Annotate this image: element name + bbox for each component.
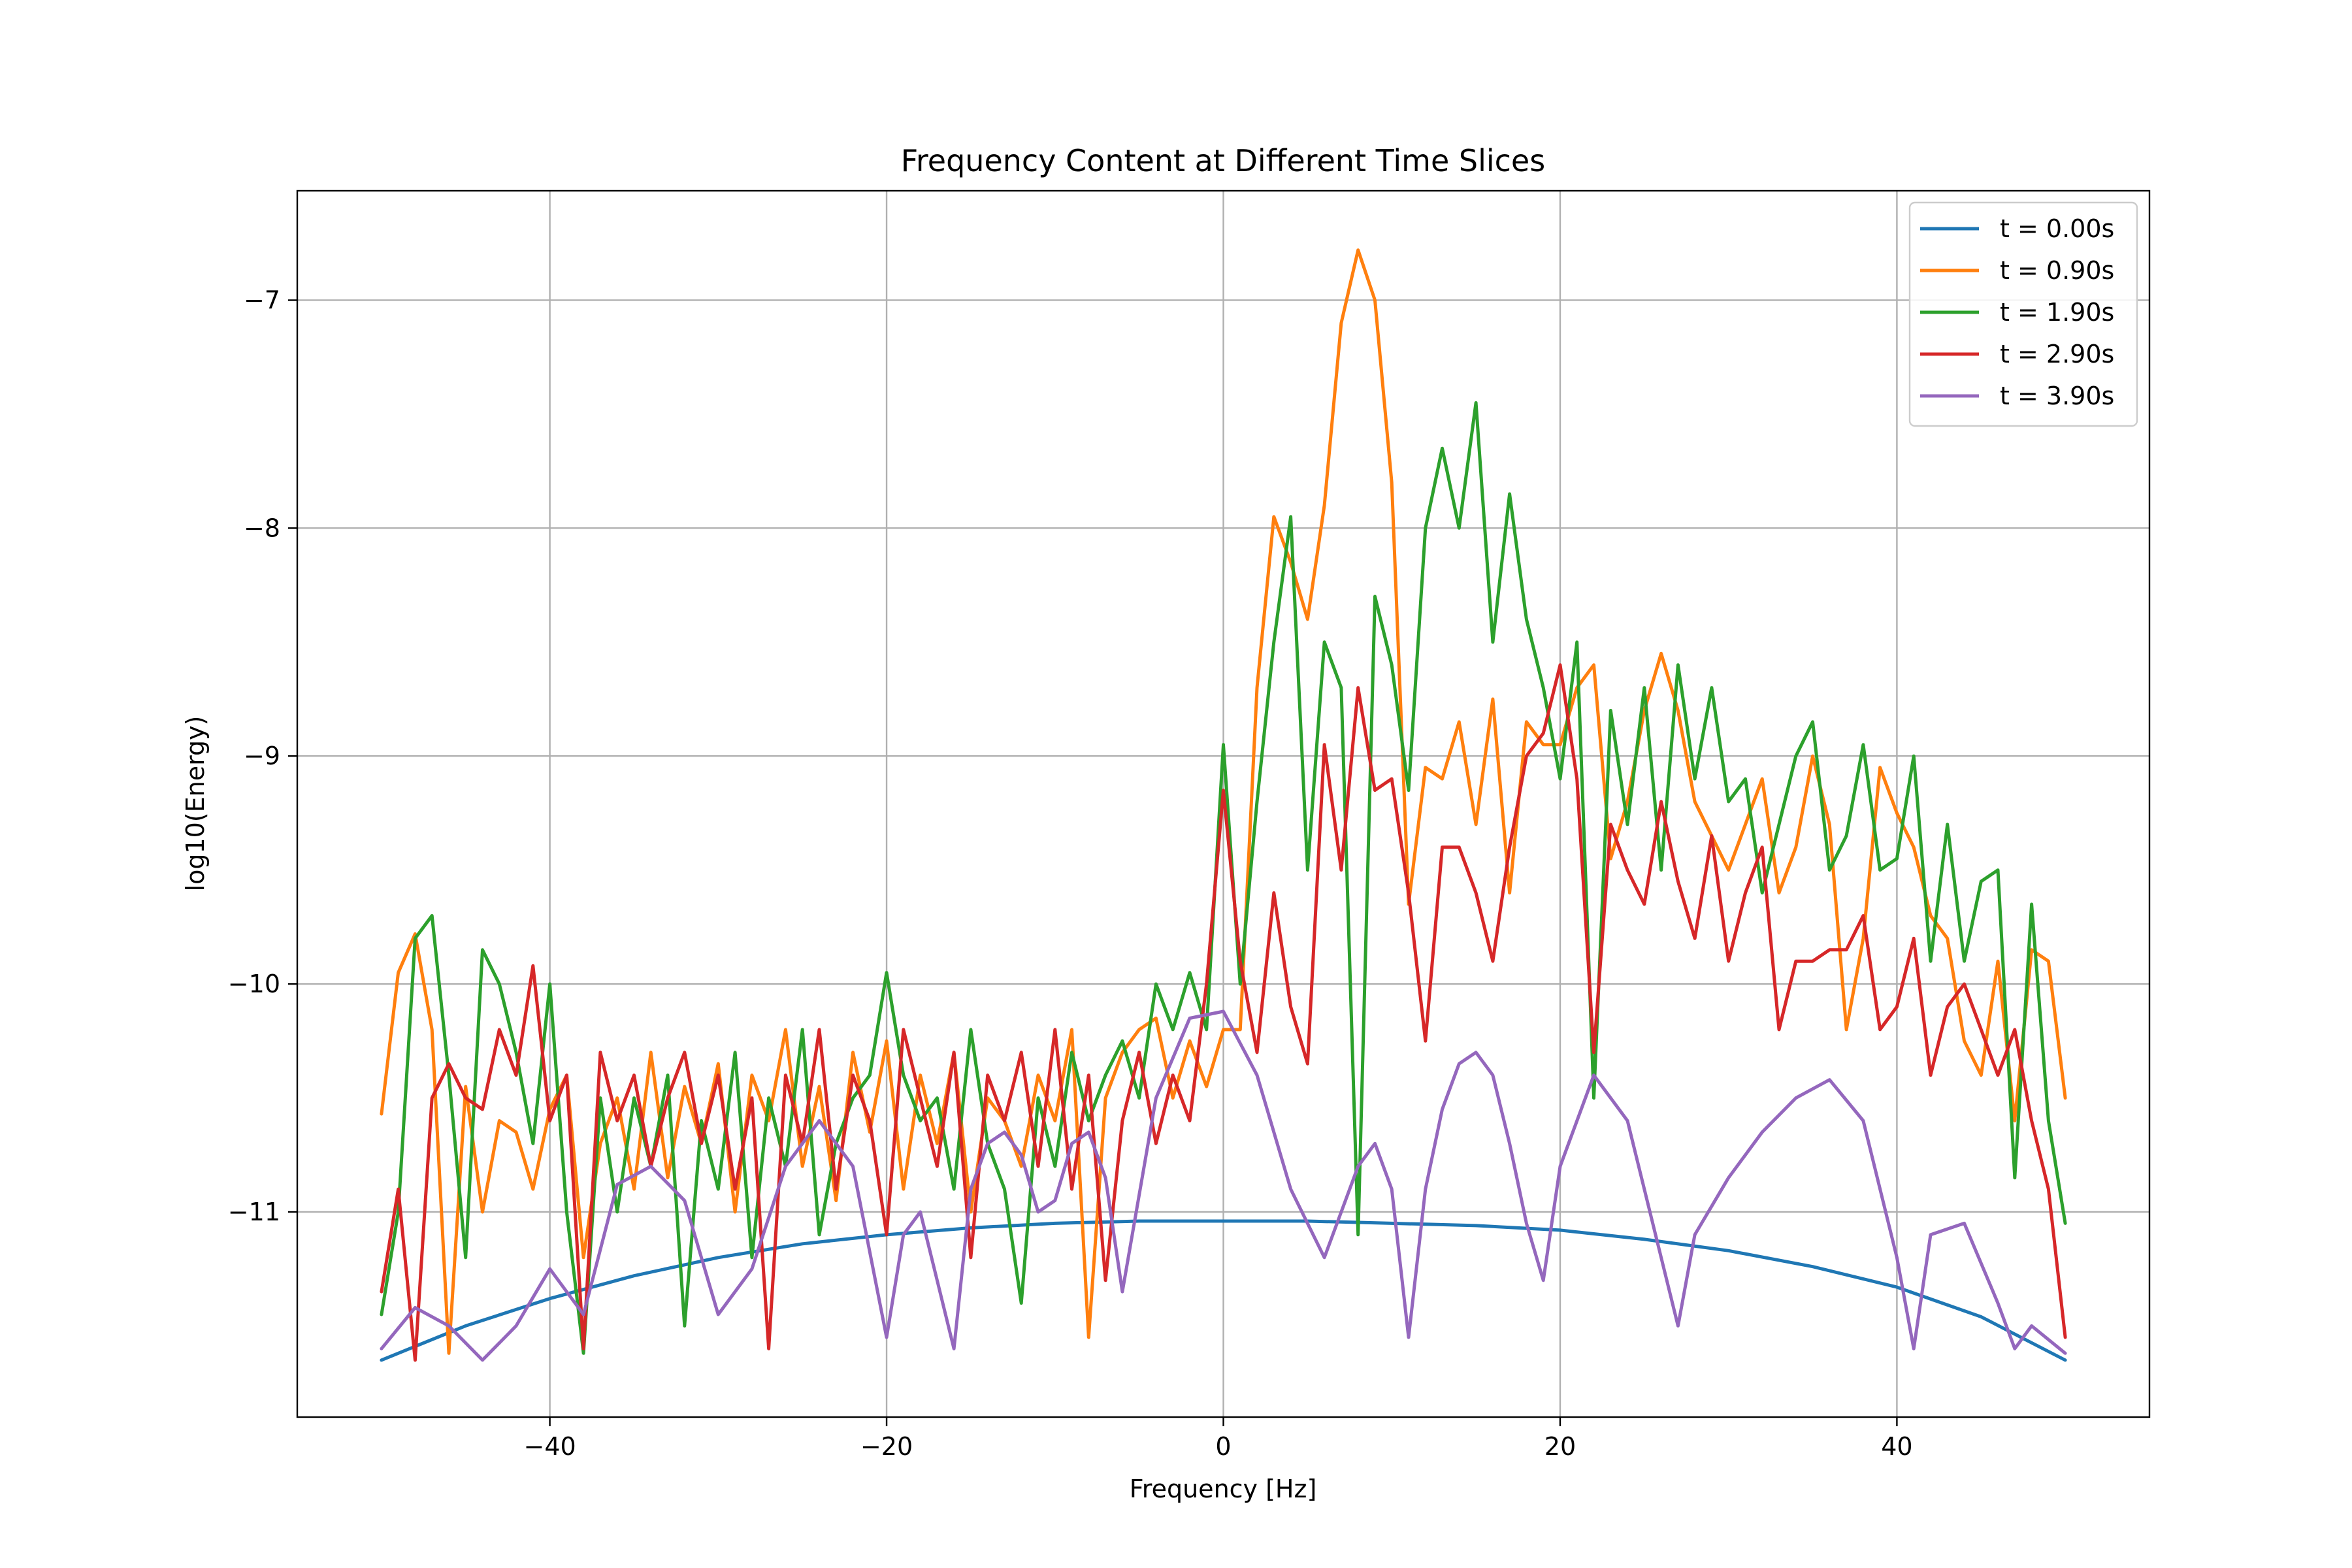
y-axis-label: log10(Energy) [181, 716, 210, 892]
legend-label: t = 3.90s [2000, 382, 2114, 410]
series-line-5 [380, 1009, 2067, 1362]
legend-label: t = 2.90s [2000, 340, 2114, 368]
legend-label: t = 1.90s [2000, 298, 2114, 327]
y-tick-label: −10 [228, 970, 280, 998]
x-axis-label: Frequency [Hz] [1130, 1475, 1317, 1503]
x-tick-label: 0 [1215, 1432, 1231, 1461]
series-group [380, 248, 2067, 1362]
x-tick-label: −20 [860, 1432, 913, 1461]
y-tick-label: −9 [244, 742, 280, 770]
chart-title: Frequency Content at Different Time Slic… [901, 143, 1545, 178]
series-line-4 [380, 663, 2067, 1362]
legend-box [1908, 201, 2138, 427]
ticks: −40 −20 0 20 40 −11 −10 −9 −8 −7 [228, 286, 1913, 1461]
x-tick-label: 20 [1544, 1432, 1576, 1461]
series-line-3 [380, 401, 2067, 1355]
series-line-1 [380, 1219, 2067, 1362]
y-tick-label: −11 [228, 1198, 280, 1226]
y-tick-label: −8 [244, 514, 280, 542]
series-line-2 [380, 248, 2067, 1355]
legend: t = 0.00s t = 0.90s t = 1.90s t = 2.90s t = … [1908, 201, 2138, 427]
legend-label: t = 0.00s [2000, 214, 2114, 243]
legend-label: t = 0.90s [2000, 256, 2114, 285]
y-tick-label: −7 [244, 286, 280, 314]
x-tick-label: −40 [523, 1432, 576, 1461]
x-tick-label: 40 [1881, 1432, 1912, 1461]
